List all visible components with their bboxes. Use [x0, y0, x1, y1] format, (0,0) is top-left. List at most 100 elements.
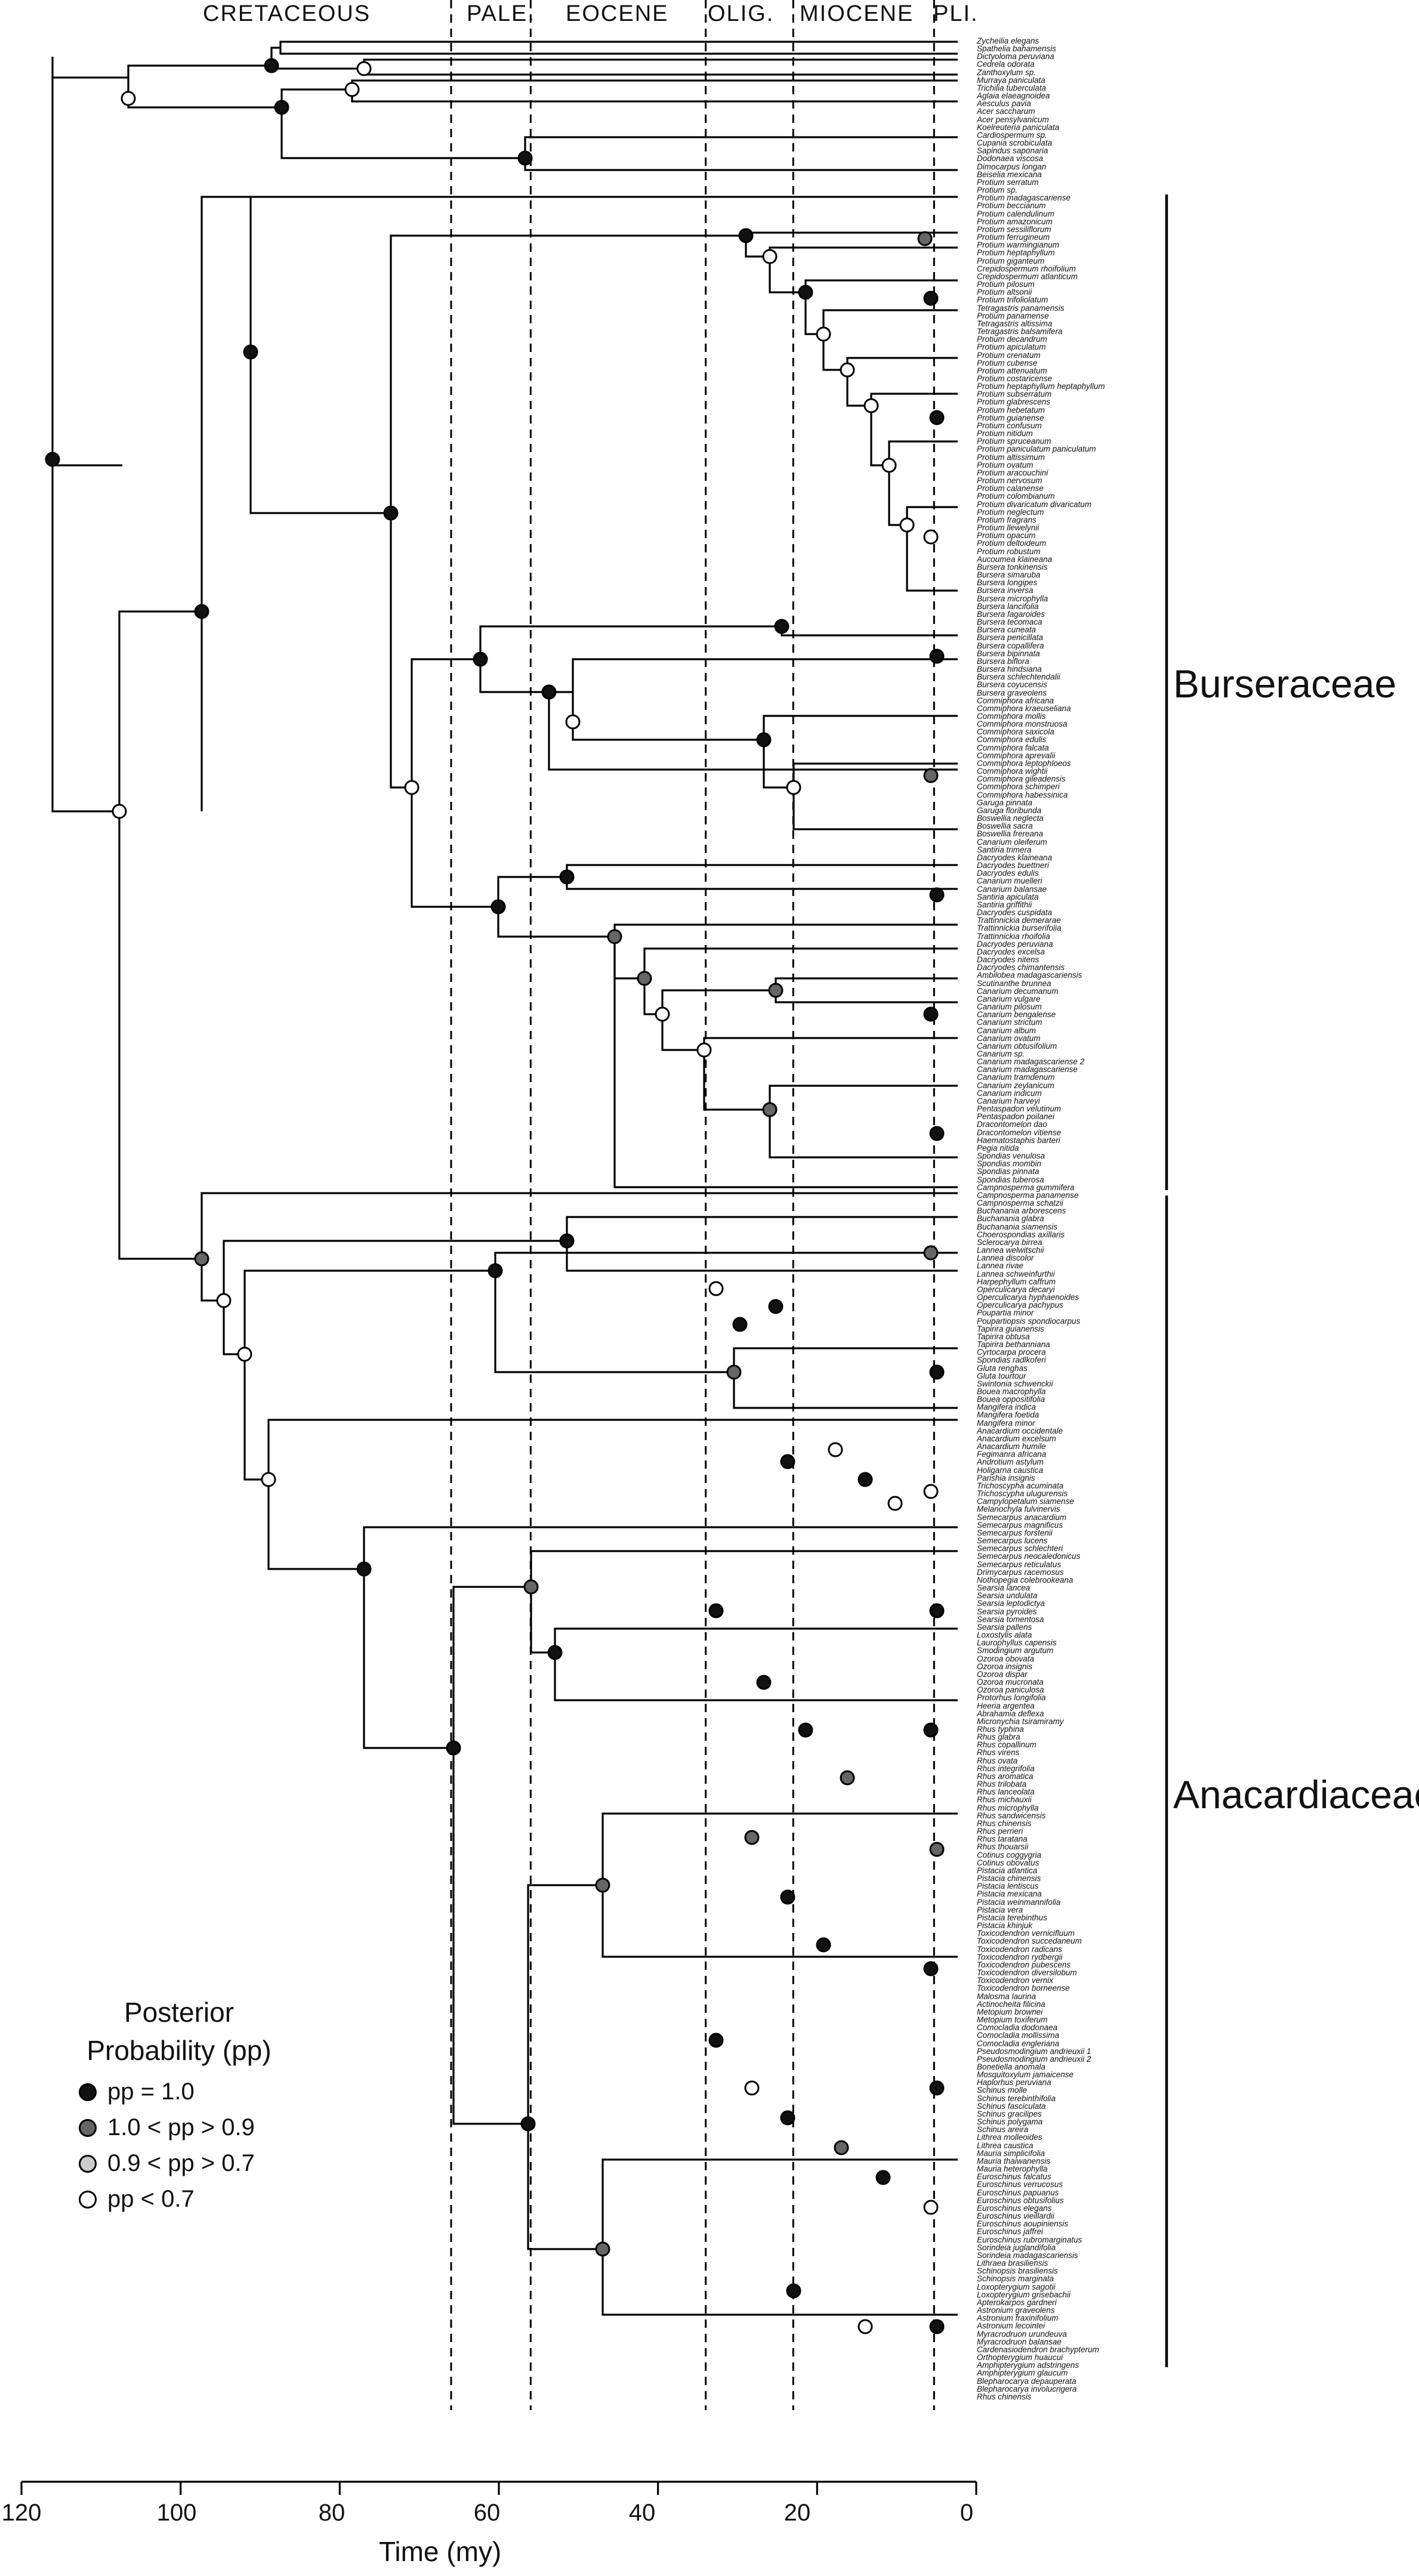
posterior-node-dot — [923, 1961, 939, 1976]
taxon-label: Dacryodes cuspidata — [977, 908, 1053, 918]
taxon-label: Trattinnickia burserifolia — [977, 923, 1062, 933]
posterior-node-dot — [929, 1603, 945, 1619]
taxon-label: Canarium balansae — [977, 884, 1047, 894]
taxon-label: Semecarpus reticulatus — [977, 1559, 1062, 1569]
posterior-node-dot — [559, 1233, 575, 1249]
taxon-label: Campnosperma schatzii — [977, 1199, 1063, 1208]
taxon-label: Protium calendulinum — [977, 209, 1054, 218]
posterior-node-dot — [923, 1722, 939, 1738]
taxon-label: Toxicodendron vernicifluum — [977, 1929, 1075, 1938]
taxon-label: Canarium oleiferum — [977, 837, 1047, 847]
taxon-label: Protium spruceanum — [977, 437, 1051, 446]
posterior-node-dot — [264, 58, 279, 73]
taxon-label: Bursera tonkinensis — [977, 562, 1048, 572]
taxon-label: Protium llewelynii — [977, 523, 1039, 533]
legend-item: pp = 1.0 — [79, 2078, 195, 2105]
taxon-label: Tetragastris altissima — [977, 319, 1053, 328]
taxon-label: Boswellia neglecta — [977, 814, 1044, 823]
taxon-label: Myracrodruon balansae — [977, 2337, 1062, 2346]
posterior-node-dot — [216, 1293, 232, 1308]
taxon-label: Comocladia dodonaea — [977, 2023, 1058, 2033]
taxon-label: Toxicodendron pubescens — [977, 1960, 1071, 1969]
posterior-node-dot — [756, 1675, 772, 1690]
taxon-label: Cotinus coggygria — [977, 1850, 1042, 1860]
taxon-label: Bouea oppositifolia — [977, 1395, 1045, 1404]
posterior-node-dot — [929, 887, 945, 903]
taxon-label: Poupartiopsis spondiocarpus — [977, 1316, 1081, 1326]
taxon-label: Euroschinus obtusifolius — [977, 2195, 1064, 2205]
taxon-label: Protium heptaphyllum — [977, 248, 1055, 258]
taxon-label: Rhus michauxii — [977, 1795, 1032, 1805]
taxon-label: Campnosperma gummifera — [977, 1182, 1075, 1192]
taxon-label: Protium fragrans — [977, 515, 1037, 524]
taxon-label: Bursera penicillata — [977, 633, 1044, 643]
posterior-node-dot — [923, 529, 939, 545]
epoch-paleocene: PALE. — [467, 1, 535, 26]
taxon-label: Astronium fraxinifolium — [977, 2314, 1059, 2323]
taxon-label: Malosma laurina — [977, 1991, 1037, 2001]
taxon-label: Zycheilia elegans — [977, 37, 1039, 45]
taxon-label: Murraya paniculata — [977, 75, 1045, 85]
taxon-label: Rhus virens — [977, 1748, 1020, 1758]
taxon-label: Swintonia schwenckii — [977, 1379, 1053, 1388]
taxon-label: Protium trifoliolatum — [977, 295, 1048, 305]
posterior-node-dot — [595, 2241, 610, 2257]
posterior-node-dot — [756, 732, 772, 748]
taxon-label: Ozoroa insignis — [977, 1661, 1033, 1671]
posterior-node-dot — [708, 1603, 724, 1619]
taxon-label: Protium pilosum — [977, 280, 1035, 289]
posterior-node-dot — [446, 1740, 461, 1756]
taxon-label: Rhus lanceolata — [977, 1787, 1035, 1797]
taxon-label: Anacardium humile — [977, 1442, 1046, 1451]
taxon-label: Pistacia khinjuk — [977, 1921, 1033, 1931]
taxon-label: Schinus molle — [977, 2086, 1028, 2095]
taxon-label: Canarium vulgare — [977, 994, 1041, 1003]
x-tick-label: 40 — [628, 2500, 656, 2526]
taxon-label: Rhus ovata — [977, 1756, 1018, 1765]
taxon-label: Protium heptaphyllum heptaphyllum — [977, 382, 1105, 391]
taxon-label: Protium costaricense — [977, 374, 1053, 383]
posterior-node-dot — [356, 1561, 372, 1577]
x-tick-label: 60 — [473, 2500, 501, 2526]
taxon-label: Commiphora habessinica — [977, 790, 1068, 799]
taxon-label: Orthopterygium huaucui — [977, 2353, 1063, 2362]
posterior-node-dot — [261, 1472, 276, 1487]
posterior-node-dot — [786, 2283, 801, 2299]
taxon-label: Mauria simplicifolia — [977, 2148, 1045, 2158]
taxon-label: Canarium tramdenum — [977, 1073, 1055, 1082]
posterior-node-dot — [923, 291, 939, 306]
taxon-label: Semecarpus magnificus — [977, 1520, 1063, 1530]
taxon-label: Protium neglectum — [977, 507, 1044, 517]
posterior-node-dot — [404, 780, 419, 795]
taxon-label: Campnosperma panamense — [977, 1190, 1079, 1200]
taxon-label: Protium colombianum — [977, 492, 1055, 501]
taxon-label: Bursera longipes — [977, 578, 1038, 588]
taxon-label: Laurophyllus capensis — [977, 1638, 1057, 1648]
taxon-label: Searsia pyroides — [977, 1607, 1037, 1616]
taxon-label: Blepharocarya depauperata — [977, 2376, 1076, 2386]
taxon-label: Dacryodes excelsa — [977, 947, 1045, 956]
taxon-label: Bursera graveolens — [977, 688, 1047, 697]
posterior-node-dot — [768, 1299, 783, 1314]
taxon-label: Garuga floribunda — [977, 805, 1042, 815]
taxon-label: Commiphora mollis — [977, 712, 1046, 721]
taxon-label: Choerospondias axillaris — [977, 1230, 1065, 1239]
taxon-label: Canarium pilosum — [977, 1002, 1042, 1012]
posterior-node-dot — [798, 285, 813, 300]
taxon-label: Santiria apiculata — [977, 892, 1039, 901]
taxon-label: Euroschinus rubromarginatus — [977, 2235, 1082, 2244]
posterior-node-dot — [881, 458, 897, 473]
taxon-label: Heeria argentea — [977, 1701, 1035, 1710]
taxon-label: Spondias mombin — [977, 1159, 1042, 1169]
taxon-label: Bursera lancifolia — [977, 601, 1039, 611]
taxon-label: Holigarna caustica — [977, 1465, 1044, 1475]
posterior-node-dot — [708, 2033, 724, 2048]
taxon-label: Lithrea caustica — [977, 2141, 1034, 2150]
posterior-node-dot — [541, 684, 557, 700]
taxon-label: Protium sp. — [977, 186, 1018, 195]
taxon-label: Bursera tecomaca — [977, 617, 1042, 627]
taxon-label: Santiria griffithii — [977, 900, 1032, 909]
taxon-label: Blepharocarya involucrigera — [977, 2384, 1077, 2393]
posterior-node-dot — [708, 1281, 724, 1296]
